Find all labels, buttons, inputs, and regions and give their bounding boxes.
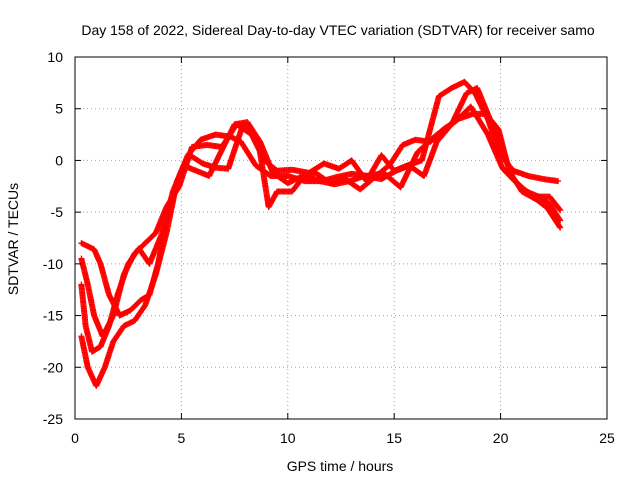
chart-title: Day 158 of 2022, Sidereal Day-to-day VTE… (81, 22, 594, 38)
plot-frame (74, 56, 608, 420)
x-tick-label: 15 (386, 430, 402, 446)
data-point (557, 217, 564, 224)
x-tick-label: 10 (280, 430, 296, 446)
y-axis-label: SDTVAR / TECUs (5, 183, 21, 295)
y-tick-label: 0 (55, 152, 63, 168)
x-tick-label: 5 (178, 430, 186, 446)
y-tick-label: -10 (43, 256, 63, 272)
y-tick-label: 5 (55, 101, 63, 117)
x-tick-label: 25 (599, 430, 615, 446)
y-tick-label: -20 (43, 359, 63, 375)
data-point (557, 224, 564, 231)
y-tick-label: -25 (43, 411, 63, 427)
data-point (556, 223, 563, 230)
tick-layer: 0 5 10 15 20 25 -25 -20 -15 -10 -5 0 5 10 (43, 49, 615, 446)
y-tick-label: 10 (47, 49, 63, 65)
data-point (556, 216, 563, 223)
x-tick-label: 0 (71, 430, 79, 446)
x-axis-label: GPS time / hours (287, 458, 394, 474)
data-point (556, 206, 563, 213)
x-tick-label: 20 (493, 430, 509, 446)
data-layer (78, 78, 564, 389)
series-track-4 (78, 85, 564, 389)
y-tick-label: -5 (51, 204, 64, 220)
y-tick-label: -15 (43, 308, 63, 324)
data-point (557, 207, 564, 214)
data-point (555, 178, 562, 185)
